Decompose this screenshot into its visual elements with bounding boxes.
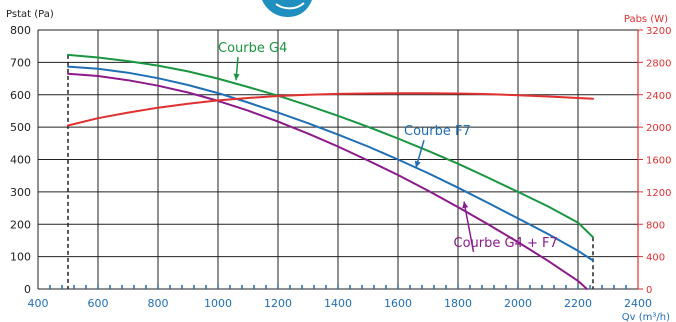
x-tick-label: 1800 [444,297,472,310]
axis-markers [49,285,627,289]
right-tick-label: 1600 [646,156,671,167]
axes: 400 600 800 1000 1200 1400 1600 1800 2000 2200 240… [10,24,671,310]
x-tick-label: 1000 [204,297,232,310]
right-tick-label: 0 [646,285,652,296]
left-tick-label: 200 [10,218,31,231]
right-axis-title: Pabs (W) [624,14,668,25]
x-tick-label: 600 [88,297,109,310]
series-label: Courbe G4 + F7 [454,236,558,251]
series-label-arrowhead [462,201,469,209]
logo-fragment-highlight [275,2,305,10]
gridlines [37,29,639,290]
right-tick-label: 2400 [646,91,671,102]
x-tick-label: 2200 [564,297,592,310]
right-tick-label: 2800 [646,58,671,69]
left-tick-label: 400 [10,154,31,167]
x-tick-label: 800 [148,297,169,310]
series-label: Courbe G4 [218,41,287,56]
series-line [67,65,594,262]
series-line [67,53,594,239]
x-tick-label: 400 [28,297,49,310]
left-tick-label: 0 [24,283,31,296]
series-line [67,72,588,290]
series-lines [67,53,594,290]
series-label: Courbe F7 [404,124,471,139]
left-tick-label: 600 [10,89,31,102]
left-tick-label: 100 [10,251,31,264]
right-tick-label: 2000 [646,123,671,134]
x-axis-title: Qv (m³/h) [622,312,670,322]
left-tick-label: 300 [10,186,31,199]
operating-limits [67,54,594,289]
series-label-arrowhead [414,160,421,168]
x-tick-label: 2000 [504,297,532,310]
series-line [67,92,594,127]
x-tick-label: 2400 [624,297,652,310]
left-tick-label: 800 [10,24,31,37]
right-tick-label: 400 [646,253,665,264]
x-tick-label: 1600 [384,297,412,310]
x-tick-label: 1400 [324,297,352,310]
right-tick-label: 1200 [646,188,671,199]
right-tick-label: 3200 [646,26,671,37]
x-tick-label: 1200 [264,297,292,310]
left-axis-title: Pstat (Pa) [6,9,54,20]
right-tick-label: 800 [646,220,665,231]
left-tick-label: 500 [10,121,31,134]
series-labels: Courbe G4 Courbe F7 Courbe G4 + F7 [218,41,558,253]
series-label-arrowhead [233,73,240,81]
series-label-arrow [463,201,475,253]
left-tick-label: 700 [10,56,31,69]
